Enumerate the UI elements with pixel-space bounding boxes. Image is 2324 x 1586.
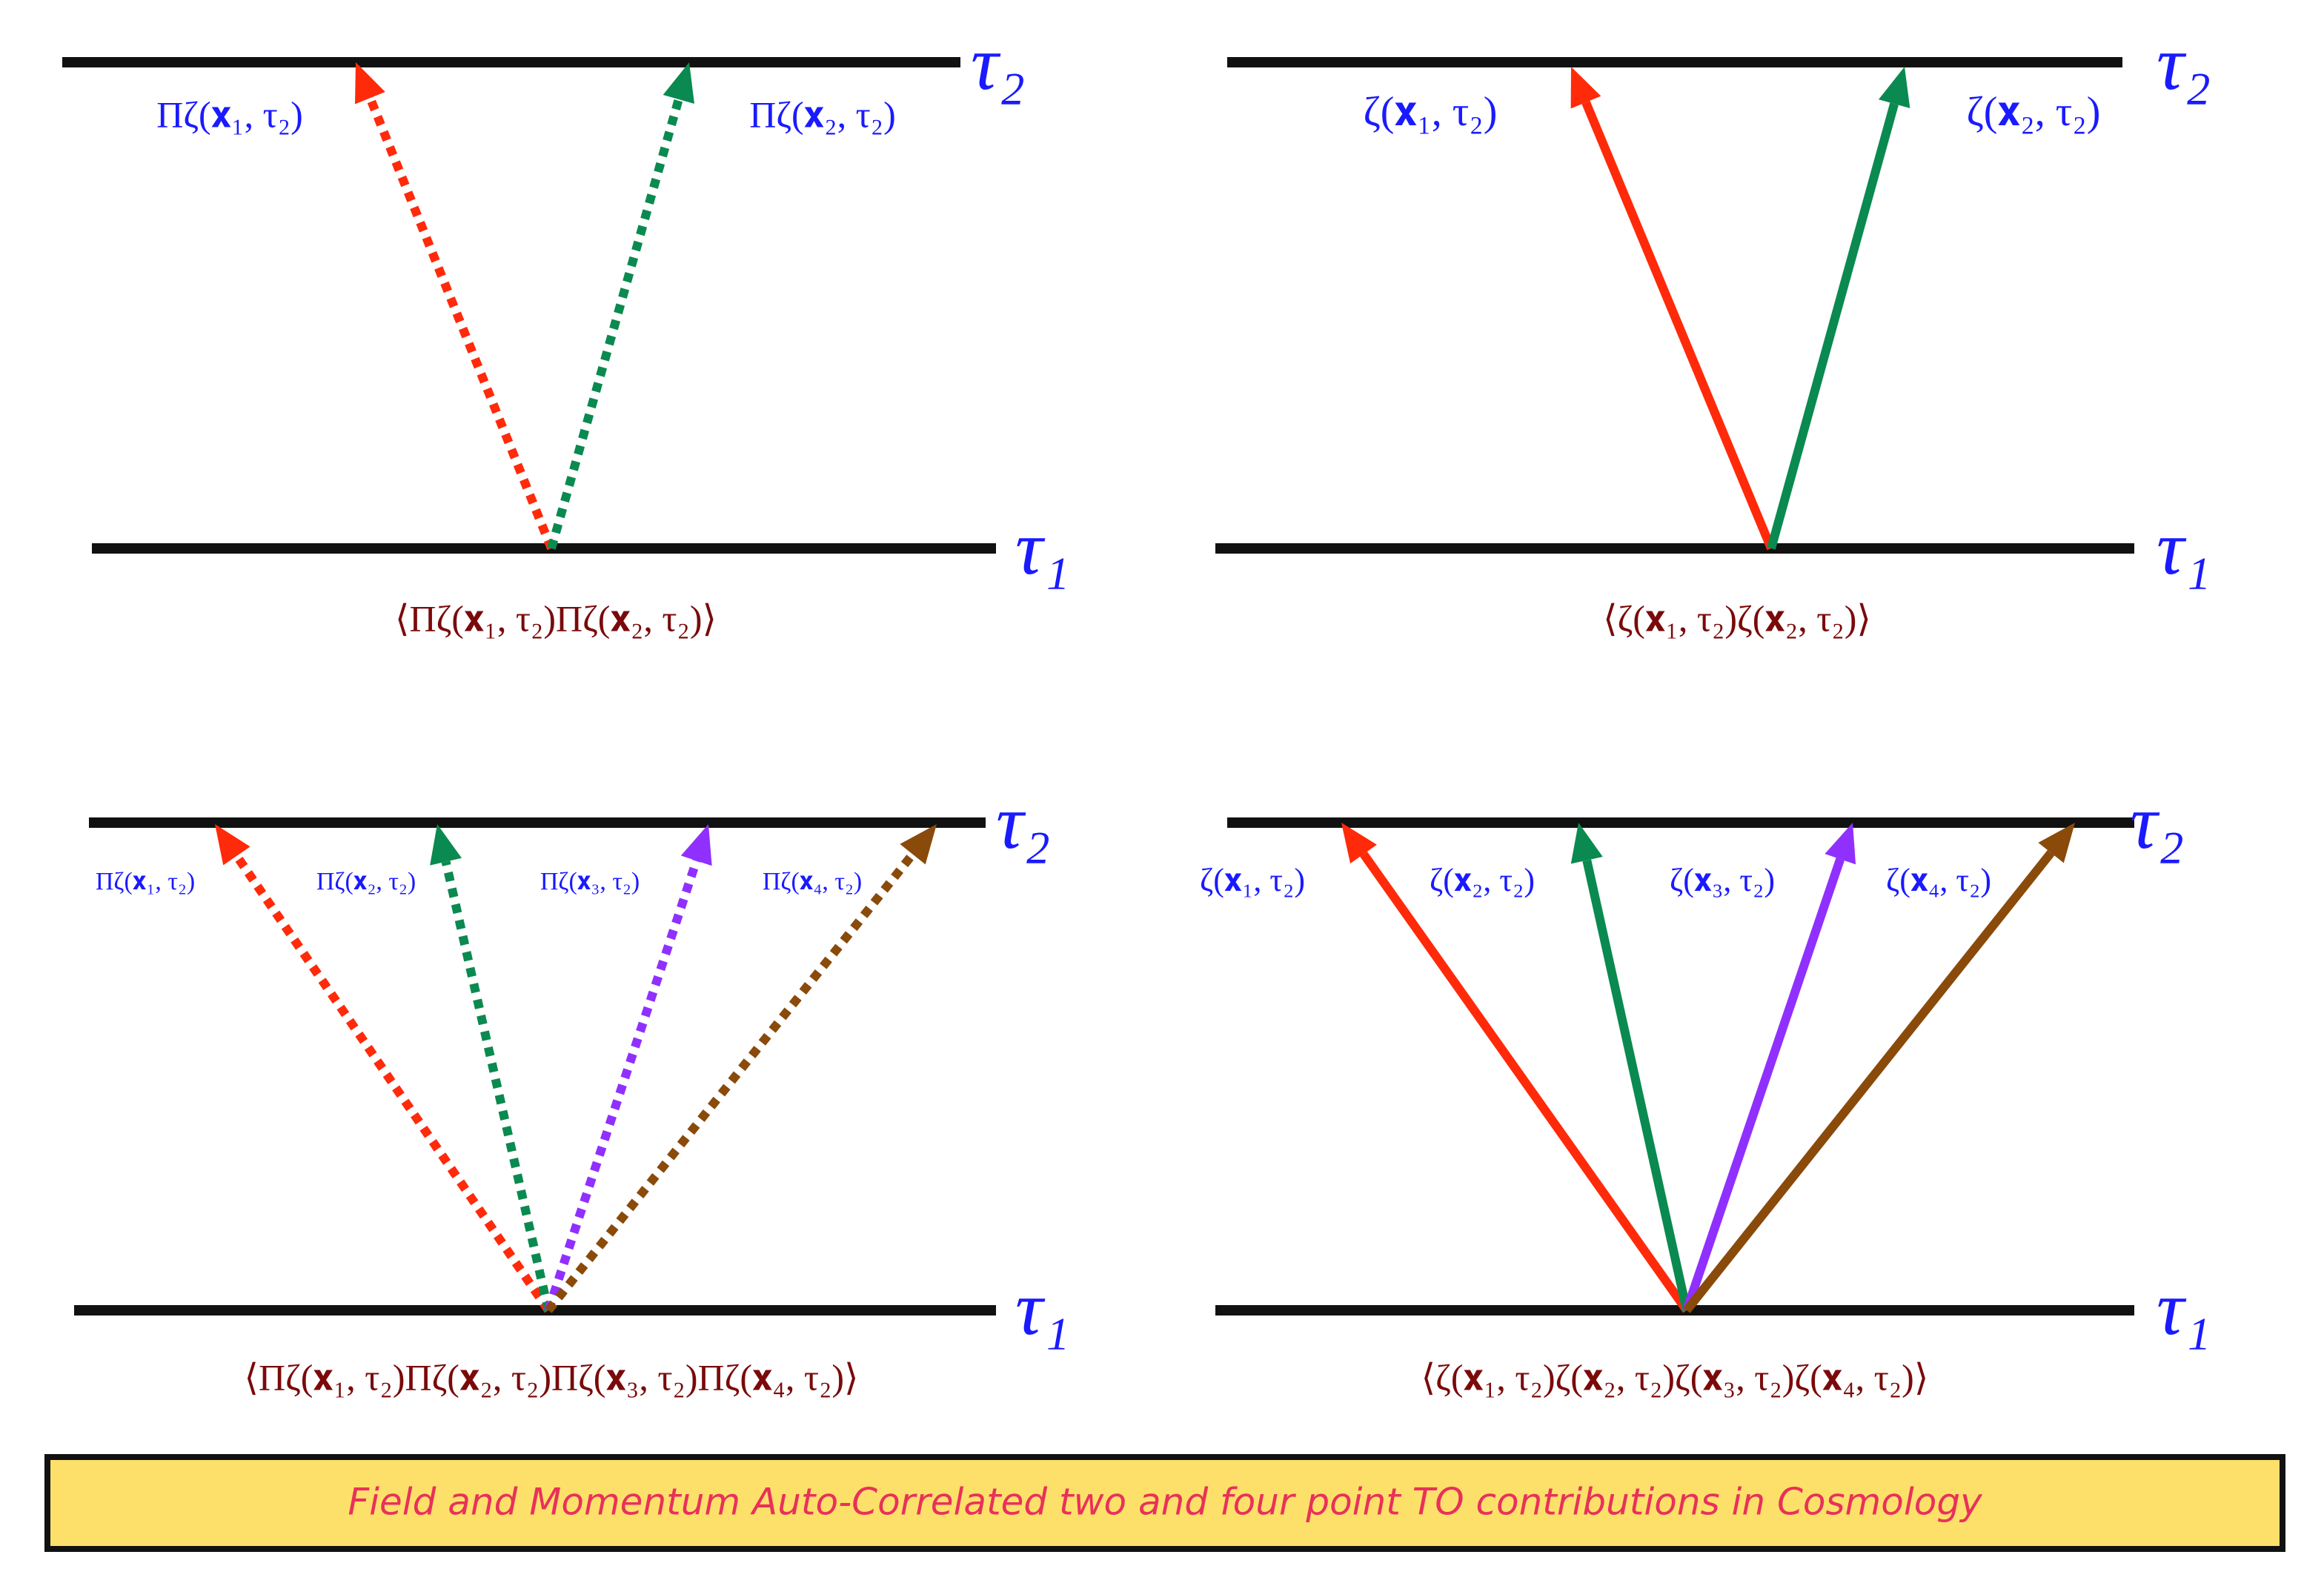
tau-top: τ₂ (2130, 780, 2184, 865)
arrow-head (1570, 67, 1601, 109)
field-label: ζ(𝐱₂, τ₂) (1430, 862, 1535, 898)
arrow-head (680, 824, 712, 866)
arrow-head (430, 824, 462, 866)
tau-bottom: τ₁ (2157, 1266, 2211, 1351)
field-label: Πζ(𝐱₂, τ₂) (316, 868, 416, 895)
arrow-head (1878, 67, 1910, 108)
field-label: Πζ(𝐱₃, τ₂) (540, 868, 640, 895)
correlator: ⟨ζ(𝐱₁, τ₂)ζ(𝐱₂, τ₂)⟩ (1603, 597, 1871, 639)
field-label: ζ(𝐱₁, τ₂) (1364, 89, 1498, 135)
tau-bottom: τ₁ (1015, 505, 1069, 591)
field-label: ζ(𝐱₃, τ₂) (1670, 862, 1775, 898)
tau-bottom: τ₁ (2157, 505, 2211, 591)
arrow-head (355, 62, 385, 104)
caption: Field and Momentum Auto-Correlated two a… (348, 1481, 1983, 1524)
arrow-shaft (1360, 851, 1690, 1313)
tau-bottom: τ₁ (1015, 1266, 1069, 1351)
arrow-shaft (544, 859, 701, 1312)
field-label: Πζ(𝐱₁, τ₂) (96, 868, 195, 895)
arrow-head (215, 824, 250, 866)
arrow-shaft (233, 853, 552, 1313)
arrow-head (1825, 823, 1856, 865)
arrow-head (1570, 823, 1603, 864)
tau-top: τ₂ (996, 780, 1050, 865)
arrow-head (2038, 823, 2075, 863)
arrow-shaft (1582, 859, 1691, 1312)
caption-box (44, 1454, 2285, 1552)
field-label: ζ(𝐱₁, τ₂) (1200, 862, 1305, 898)
tau-top: τ₂ (971, 21, 1025, 106)
correlator: ⟨Πζ(𝐱₁, τ₂)Πζ(𝐱₂, τ₂)⟩ (395, 597, 717, 639)
arrow-shaft (547, 98, 683, 550)
arrow-shaft (441, 860, 553, 1312)
field-label: ζ(𝐱₄, τ₂) (1886, 862, 1991, 898)
field-label: ζ(𝐱₂, τ₂) (1967, 89, 2101, 135)
field-label: Πζ(𝐱₄, τ₂) (763, 868, 862, 895)
field-label: Πζ(𝐱₁, τ₂) (156, 93, 303, 135)
arrow-head (1341, 823, 1378, 864)
arrow-head (663, 62, 694, 104)
field-label: Πζ(𝐱₂, τ₂) (749, 93, 896, 135)
arrow-shaft (365, 96, 556, 551)
arrow-shaft (1767, 102, 1899, 550)
tau-top: τ₂ (2157, 21, 2211, 106)
arrow-shaft (1682, 857, 1845, 1312)
arrow-shaft (1581, 100, 1776, 551)
arrow-head (900, 824, 937, 865)
correlator: ⟨ζ(𝐱₁, τ₂)ζ(𝐱₂, τ₂)ζ(𝐱₃, τ₂)ζ(𝐱₄, τ₂)⟩ (1421, 1356, 1929, 1398)
arrow-shaft (1683, 849, 2055, 1313)
arrow-shaft (545, 851, 917, 1313)
correlator: ⟨Πζ(𝐱₁, τ₂)Πζ(𝐱₂, τ₂)Πζ(𝐱₃, τ₂)Πζ(𝐱₄, τ₂… (244, 1356, 858, 1398)
